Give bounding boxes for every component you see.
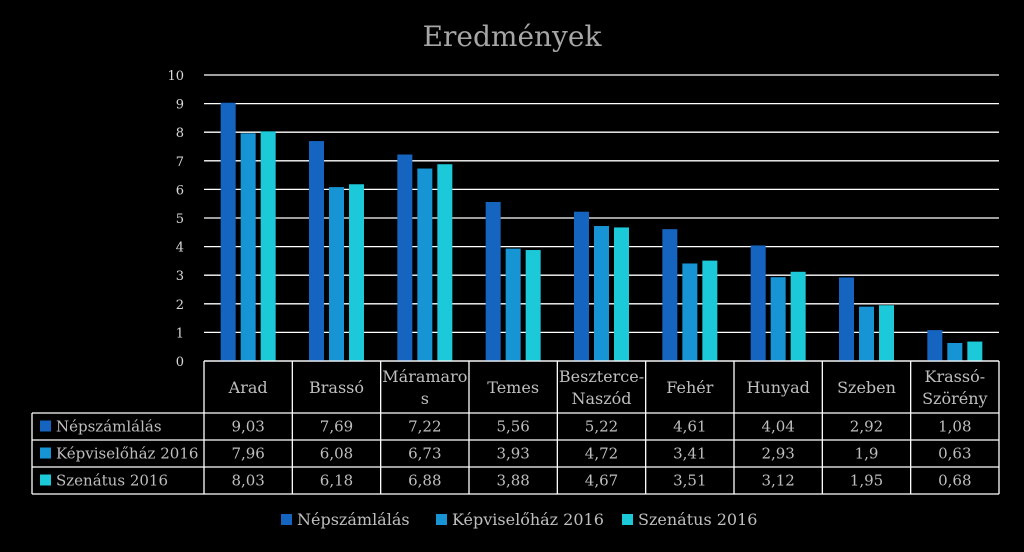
table-cell: 4,61 [673,418,706,436]
bar [614,227,629,361]
y-tick-label: 5 [176,212,184,227]
bar [790,271,806,361]
legend-label: Szenátus 2016 [638,510,757,529]
chart-title: Eredmények [423,20,603,53]
table-cell: 4,72 [585,445,618,463]
bar [682,263,698,361]
category-label: Arad [228,378,268,397]
table-cell: 0,63 [938,445,971,463]
bar [417,168,433,361]
category-label: Hunyad [746,378,809,397]
y-tick-label: 4 [176,241,184,256]
legend-label: Népszámlálás [297,510,410,529]
bar [594,226,609,361]
category-label: Máramaro [382,367,467,386]
y-tick-label: 3 [176,269,184,284]
bar [750,245,766,361]
bar [967,341,983,361]
category-label: s [421,389,429,408]
y-tick-label: 10 [167,69,184,84]
y-tick-label: 2 [176,298,184,313]
row-series-label: Népszámlálás [56,418,162,436]
bar [859,306,874,361]
category-label: Temes [487,378,539,397]
category-label: Beszterce- [559,367,644,386]
bar [770,277,786,361]
category-label: Naszód [571,389,631,408]
bar [947,342,963,361]
legend-key [622,514,633,525]
bar [574,211,589,361]
table-cell: 1,95 [850,472,883,490]
bar [839,277,854,361]
table-cell: 4,04 [761,418,794,436]
y-axis-ticks: 0 1 2 3 4 5 6 7 8 9 10 [167,69,184,370]
table-cell: 6,08 [320,445,353,463]
y-tick-label: 9 [176,98,184,113]
table-cell: 1,9 [855,445,879,463]
table-cell: 6,88 [408,472,441,490]
bars [220,102,983,361]
table-cell: 8,03 [231,472,264,490]
bar [485,201,501,361]
row-legend-key [40,447,51,459]
category-label: Szeben [837,378,896,397]
table-cell: 7,22 [408,418,441,436]
table-cell: 9,03 [231,418,264,436]
table-cell: 4,67 [585,472,618,490]
bar [437,164,453,361]
bar [240,133,256,361]
bar [662,229,678,361]
table-cell: 0,68 [938,472,971,490]
bar [525,250,541,361]
table-cell: 6,73 [408,445,441,463]
y-tick-label: 7 [176,155,184,170]
row-legend-key [40,474,51,486]
bar [329,187,344,361]
table-cell: 3,93 [496,445,529,463]
bar [349,184,364,361]
table-cell: 5,22 [585,418,618,436]
y-tick-label: 6 [176,183,184,198]
bar [505,248,521,361]
bar [220,102,236,361]
bar [397,154,413,361]
legend-key [281,514,292,525]
y-tick-label: 1 [176,326,184,341]
table-cell: 7,69 [320,418,353,436]
legend: Népszámlálás Képviselőház 2016 Szenátus 20… [281,510,757,529]
y-tick-label: 0 [176,355,184,370]
legend-key [436,514,447,525]
data-table: Arad Brassó Máramaro s Temes Beszterce- Naszód… [31,360,1000,495]
bar [879,305,894,361]
table-cell: 3,41 [673,445,706,463]
table-cell: 6,18 [320,472,353,490]
table-cell: 3,12 [761,472,794,490]
row-series-label: Szenátus 2016 [56,472,168,490]
category-label: Krassó- [925,367,986,386]
row-series-label: Képviselőház 2016 [56,445,198,463]
legend-label: Képviselőház 2016 [452,510,604,529]
category-label: Szörény [922,389,987,408]
table-cell: 7,96 [231,445,264,463]
row-legend-key [40,420,51,432]
bar [702,260,718,361]
table-cell: 2,92 [850,418,883,436]
table-cell: 1,08 [938,418,971,436]
bar [927,330,943,361]
table-cell: 2,93 [761,445,794,463]
bar [260,131,276,361]
table-cell: 3,88 [496,472,529,490]
category-label: Brassó [309,378,364,397]
table-cell: 3,51 [673,472,706,490]
bar [309,141,324,361]
category-label: Fehér [666,378,713,397]
y-tick-label: 8 [176,126,184,141]
table-cell: 5,56 [496,418,529,436]
